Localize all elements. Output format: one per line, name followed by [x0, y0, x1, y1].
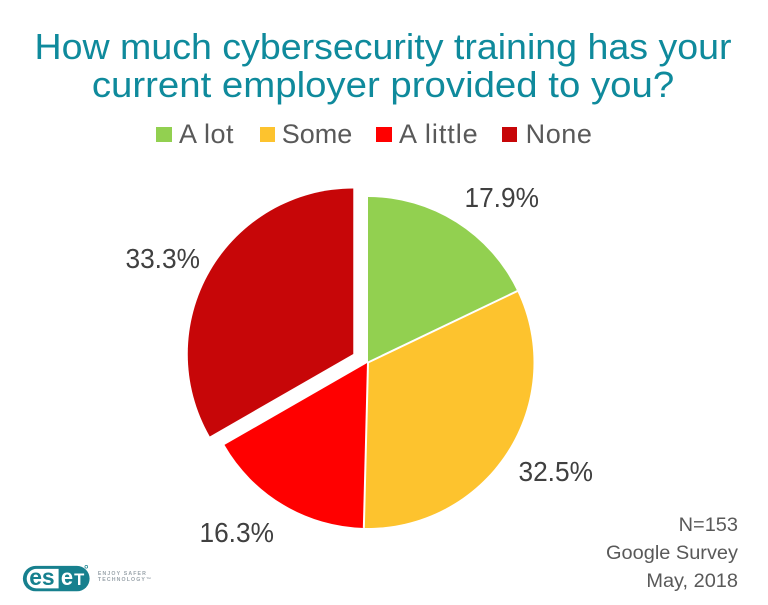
- svg-text:es: es: [29, 564, 55, 590]
- svg-text:e: e: [61, 564, 73, 590]
- svg-text:T: T: [74, 570, 84, 589]
